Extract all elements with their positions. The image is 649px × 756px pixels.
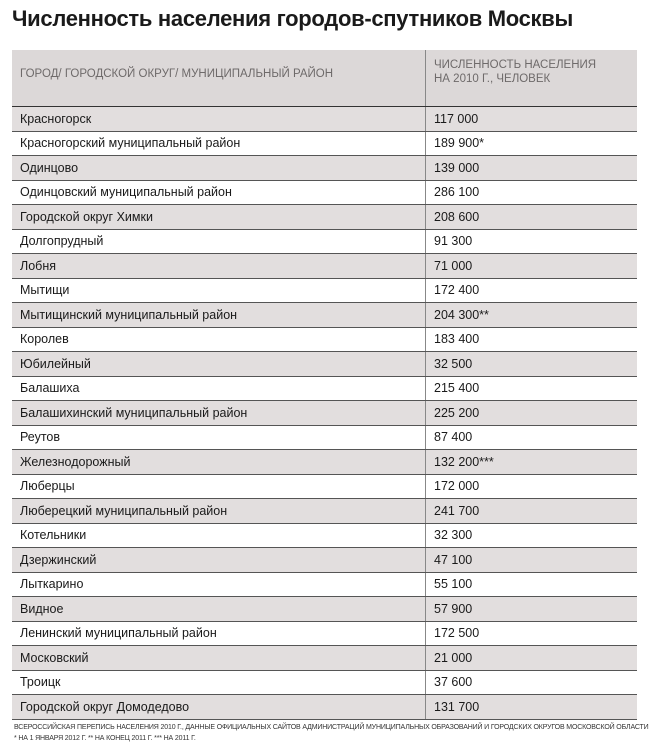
table-row: Лыткарино 55 100 — [12, 572, 637, 597]
city-cell: Красногорск — [12, 106, 426, 132]
header-cell: ГОРОД/ ГОРОДСКОЙ ОКРУГ/ МУНИЦИПАЛЬНЫЙ РА… — [12, 50, 426, 107]
population-cell: 37 600 — [425, 670, 637, 695]
city-cell: Московский — [12, 645, 426, 671]
population-cell: 21 000 — [425, 645, 637, 671]
header-row: ГОРОД/ ГОРОДСКОЙ ОКРУГ/ МУНИЦИПАЛЬНЫЙ РА… — [12, 50, 637, 107]
city-cell: Дзержинский — [12, 547, 426, 573]
population-cell: 32 300 — [425, 523, 637, 548]
city-cell: Красногорский муниципальный район — [12, 131, 426, 156]
title: Численность населения городов-спутников … — [12, 6, 573, 31]
city-cell: Люберцы — [12, 474, 426, 499]
table-row: Ленинский муниципальный район 172 500 — [12, 621, 637, 646]
table-row: Видное 57 900 — [12, 596, 637, 622]
table-row: Одинцово 139 000 — [12, 155, 637, 181]
table-row: Юбилейный 32 500 — [12, 351, 637, 377]
header-text: ЧИСЛЕННОСТЬ НАСЕЛЕНИЯ НА 2010 Г., ЧЕЛОВЕ… — [434, 59, 597, 85]
table-row: Люберецкий муниципальный район 241 700 — [12, 498, 637, 524]
population-cell: 117 000 — [425, 106, 637, 132]
city-cell: Ленинский муниципальный район — [12, 621, 426, 646]
city-cell: Мытищи — [12, 278, 426, 303]
footnote: * НА 1 ЯНВАРЯ 2012 Г. ** НА КОНЕЦ 2011 Г… — [14, 735, 196, 742]
population-cell: 204 300** — [425, 302, 637, 328]
table-row: Долгопрудный 91 300 — [12, 229, 637, 254]
footnotes: ВСЕРОССИЙСКАЯ ПЕРЕПИСЬ НАСЕЛЕНИЯ 2010 Г.… — [14, 722, 649, 744]
city-cell: Лыткарино — [12, 572, 426, 597]
city-cell: Котельники — [12, 523, 426, 548]
table-row: Люберцы 172 000 — [12, 474, 637, 499]
city-cell: Видное — [12, 596, 426, 622]
table-row: Королев 183 400 — [12, 327, 637, 352]
table-row: Дзержинский 47 100 — [12, 547, 637, 573]
population-cell: 225 200 — [425, 400, 637, 426]
population-cell: 132 200*** — [425, 449, 637, 475]
table-row: Одинцовский муниципальный район 286 100 — [12, 180, 637, 205]
population-cell: 189 900* — [425, 131, 637, 156]
footnote: ВСЕРОССИЙСКАЯ ПЕРЕПИСЬ НАСЕЛЕНИЯ 2010 Г.… — [14, 724, 649, 731]
population-cell: 183 400 — [425, 327, 637, 352]
population-cell: 172 500 — [425, 621, 637, 646]
table-row: Мытищинский муниципальный район 204 300** — [12, 302, 637, 328]
table-row: Реутов 87 400 — [12, 425, 637, 450]
header-cell: ЧИСЛЕННОСТЬ НАСЕЛЕНИЯ НА 2010 Г., ЧЕЛОВЕ… — [425, 50, 637, 107]
population-cell: 55 100 — [425, 572, 637, 597]
table-row: Балашиха 215 400 — [12, 376, 637, 401]
city-cell: Одинцовский муниципальный район — [12, 180, 426, 205]
population-cell: 208 600 — [425, 204, 637, 230]
city-cell: Балашиха — [12, 376, 426, 401]
city-cell: Одинцово — [12, 155, 426, 181]
city-cell: Железнодорожный — [12, 449, 426, 475]
city-cell: Реутов — [12, 425, 426, 450]
city-cell: Люберецкий муниципальный район — [12, 498, 426, 524]
population-cell: 139 000 — [425, 155, 637, 181]
population-cell: 71 000 — [425, 253, 637, 279]
city-cell: Мытищинский муниципальный район — [12, 302, 426, 328]
table-row: Красногорский муниципальный район 189 900… — [12, 131, 637, 156]
population-cell: 87 400 — [425, 425, 637, 450]
table-row: Котельники 32 300 — [12, 523, 637, 548]
table-row: Красногорск 117 000 — [12, 106, 637, 132]
city-cell: Троицк — [12, 670, 426, 695]
table-row: Городской округ Химки 208 600 — [12, 204, 637, 230]
population-cell: 241 700 — [425, 498, 637, 524]
table-row: Мытищи 172 400 — [12, 278, 637, 303]
table-row: Лобня 71 000 — [12, 253, 637, 279]
city-cell: Королев — [12, 327, 426, 352]
population-cell: 47 100 — [425, 547, 637, 573]
city-cell: Городской округ Домодедово — [12, 694, 426, 720]
population-cell: 131 700 — [425, 694, 637, 720]
city-cell: Городской округ Химки — [12, 204, 426, 230]
table-row: Московский 21 000 — [12, 645, 637, 671]
table-row: Городской округ Домодедово 131 700 — [12, 694, 637, 720]
population-cell: 91 300 — [425, 229, 637, 254]
city-cell: Балашихинский муниципальный район — [12, 400, 426, 426]
population-cell: 215 400 — [425, 376, 637, 401]
population-cell: 172 000 — [425, 474, 637, 499]
population-cell: 286 100 — [425, 180, 637, 205]
table-row: Балашихинский муниципальный район 225 200 — [12, 400, 637, 426]
city-cell: Юбилейный — [12, 351, 426, 377]
table-row: Троицк 37 600 — [12, 670, 637, 695]
table-row: Железнодорожный 132 200*** — [12, 449, 637, 475]
population-cell: 172 400 — [425, 278, 637, 303]
table: ГОРОД/ ГОРОДСКОЙ ОКРУГ/ МУНИЦИПАЛЬНЫЙ РА… — [12, 50, 637, 720]
city-cell: Лобня — [12, 253, 426, 279]
city-cell: Долгопрудный — [12, 229, 426, 254]
population-cell: 32 500 — [425, 351, 637, 377]
population-cell: 57 900 — [425, 596, 637, 622]
